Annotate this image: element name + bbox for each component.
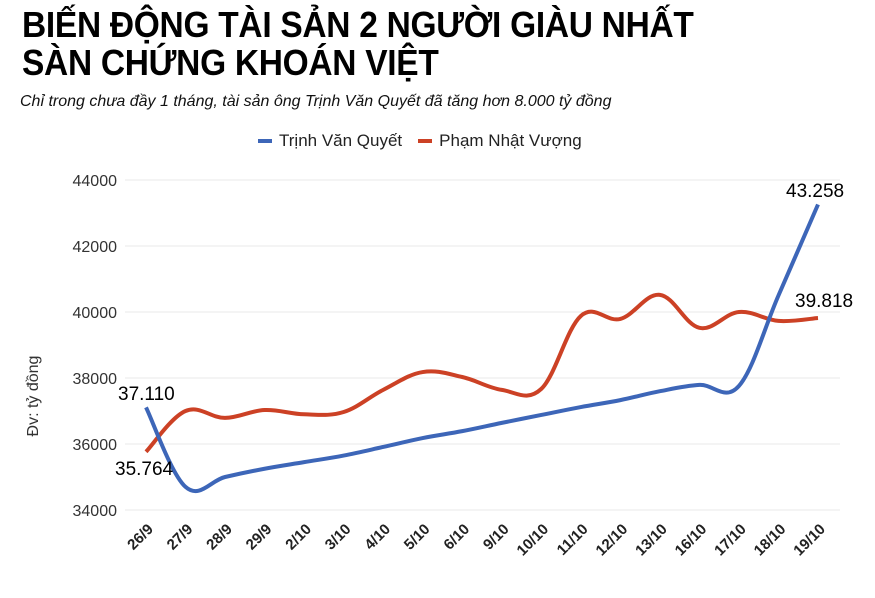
x-tick-label: 18/10 — [751, 521, 790, 560]
data-label: 37.110 — [118, 384, 175, 405]
series-lines — [144, 203, 820, 494]
x-tick-label: 11/10 — [554, 521, 592, 559]
x-tick-label: 27/9 — [164, 521, 197, 554]
x-tick-label: 9/10 — [480, 521, 513, 554]
y-tick-label: 44000 — [73, 173, 118, 190]
x-tick-label: 19/10 — [790, 521, 829, 560]
x-tick-label: 28/9 — [203, 521, 236, 554]
series-line-trinh-van-quyet[interactable] — [144, 203, 820, 494]
chart-subtitle: Chỉ trong chưa đầy 1 tháng, tài sản ông … — [20, 93, 612, 110]
x-tick-label: 10/10 — [514, 521, 553, 560]
legend: Trịnh Văn Quyết Phạm Nhật Vượng — [258, 131, 598, 151]
chart-title: BIẾN ĐỘNG TÀI SẢN 2 NGƯỜI GIÀU NHẤT SÀN … — [22, 6, 694, 82]
x-tick-label: 6/10 — [440, 521, 473, 554]
legend-label: Trịnh Văn Quyết — [279, 131, 403, 150]
legend-item-trinh-van-quyet[interactable]: Trịnh Văn Quyết — [258, 131, 402, 151]
y-axis-ticks: 34000 36000 38000 40000 42000 44000 — [73, 173, 118, 520]
x-tick-label: 16/10 — [672, 521, 711, 560]
series-line-pham-nhat-vuong[interactable] — [144, 292, 819, 454]
chart-title-line1: BIẾN ĐỘNG TÀI SẢN 2 NGƯỜI GIÀU NHẤT — [22, 4, 694, 45]
legend-swatch-red-icon — [418, 139, 433, 143]
x-tick-label: 26/9 — [124, 521, 157, 554]
x-axis-ticks: 26/9 27/9 28/9 29/9 2/10 3/10 4/10 5/10 6/10 9/10… — [124, 521, 829, 560]
x-tick-label: 13/10 — [632, 521, 671, 560]
data-label: 39.818 — [795, 291, 853, 312]
x-tick-label: 4/10 — [361, 521, 394, 554]
x-tick-label: 12/10 — [593, 521, 632, 560]
x-tick-label: 29/9 — [243, 521, 276, 554]
data-labels: 37.110 35.764 43.258 39.818 — [115, 181, 853, 480]
x-tick-label: 3/10 — [322, 521, 355, 554]
y-tick-label: 34000 — [73, 503, 118, 520]
y-tick-label: 38000 — [73, 371, 118, 388]
legend-swatch-blue-icon — [258, 139, 272, 143]
y-tick-label: 36000 — [73, 437, 118, 454]
y-tick-label: 42000 — [73, 239, 118, 256]
y-tick-label: 40000 — [73, 305, 118, 322]
legend-label: Phạm Nhật Vượng — [439, 131, 582, 150]
x-tick-label: 17/10 — [711, 521, 750, 560]
x-tick-label: 2/10 — [282, 521, 315, 554]
x-tick-label: 5/10 — [401, 521, 434, 554]
gridlines — [125, 179, 840, 511]
data-label: 43.258 — [786, 181, 844, 202]
chart-title-line2: SÀN CHỨNG KHOÁN VIỆT — [22, 42, 439, 83]
data-label: 35.764 — [115, 459, 174, 480]
legend-item-pham-nhat-vuong[interactable]: Phạm Nhật Vượng — [418, 131, 582, 151]
y-axis-label: Đv: tỷ đồng — [25, 356, 42, 437]
